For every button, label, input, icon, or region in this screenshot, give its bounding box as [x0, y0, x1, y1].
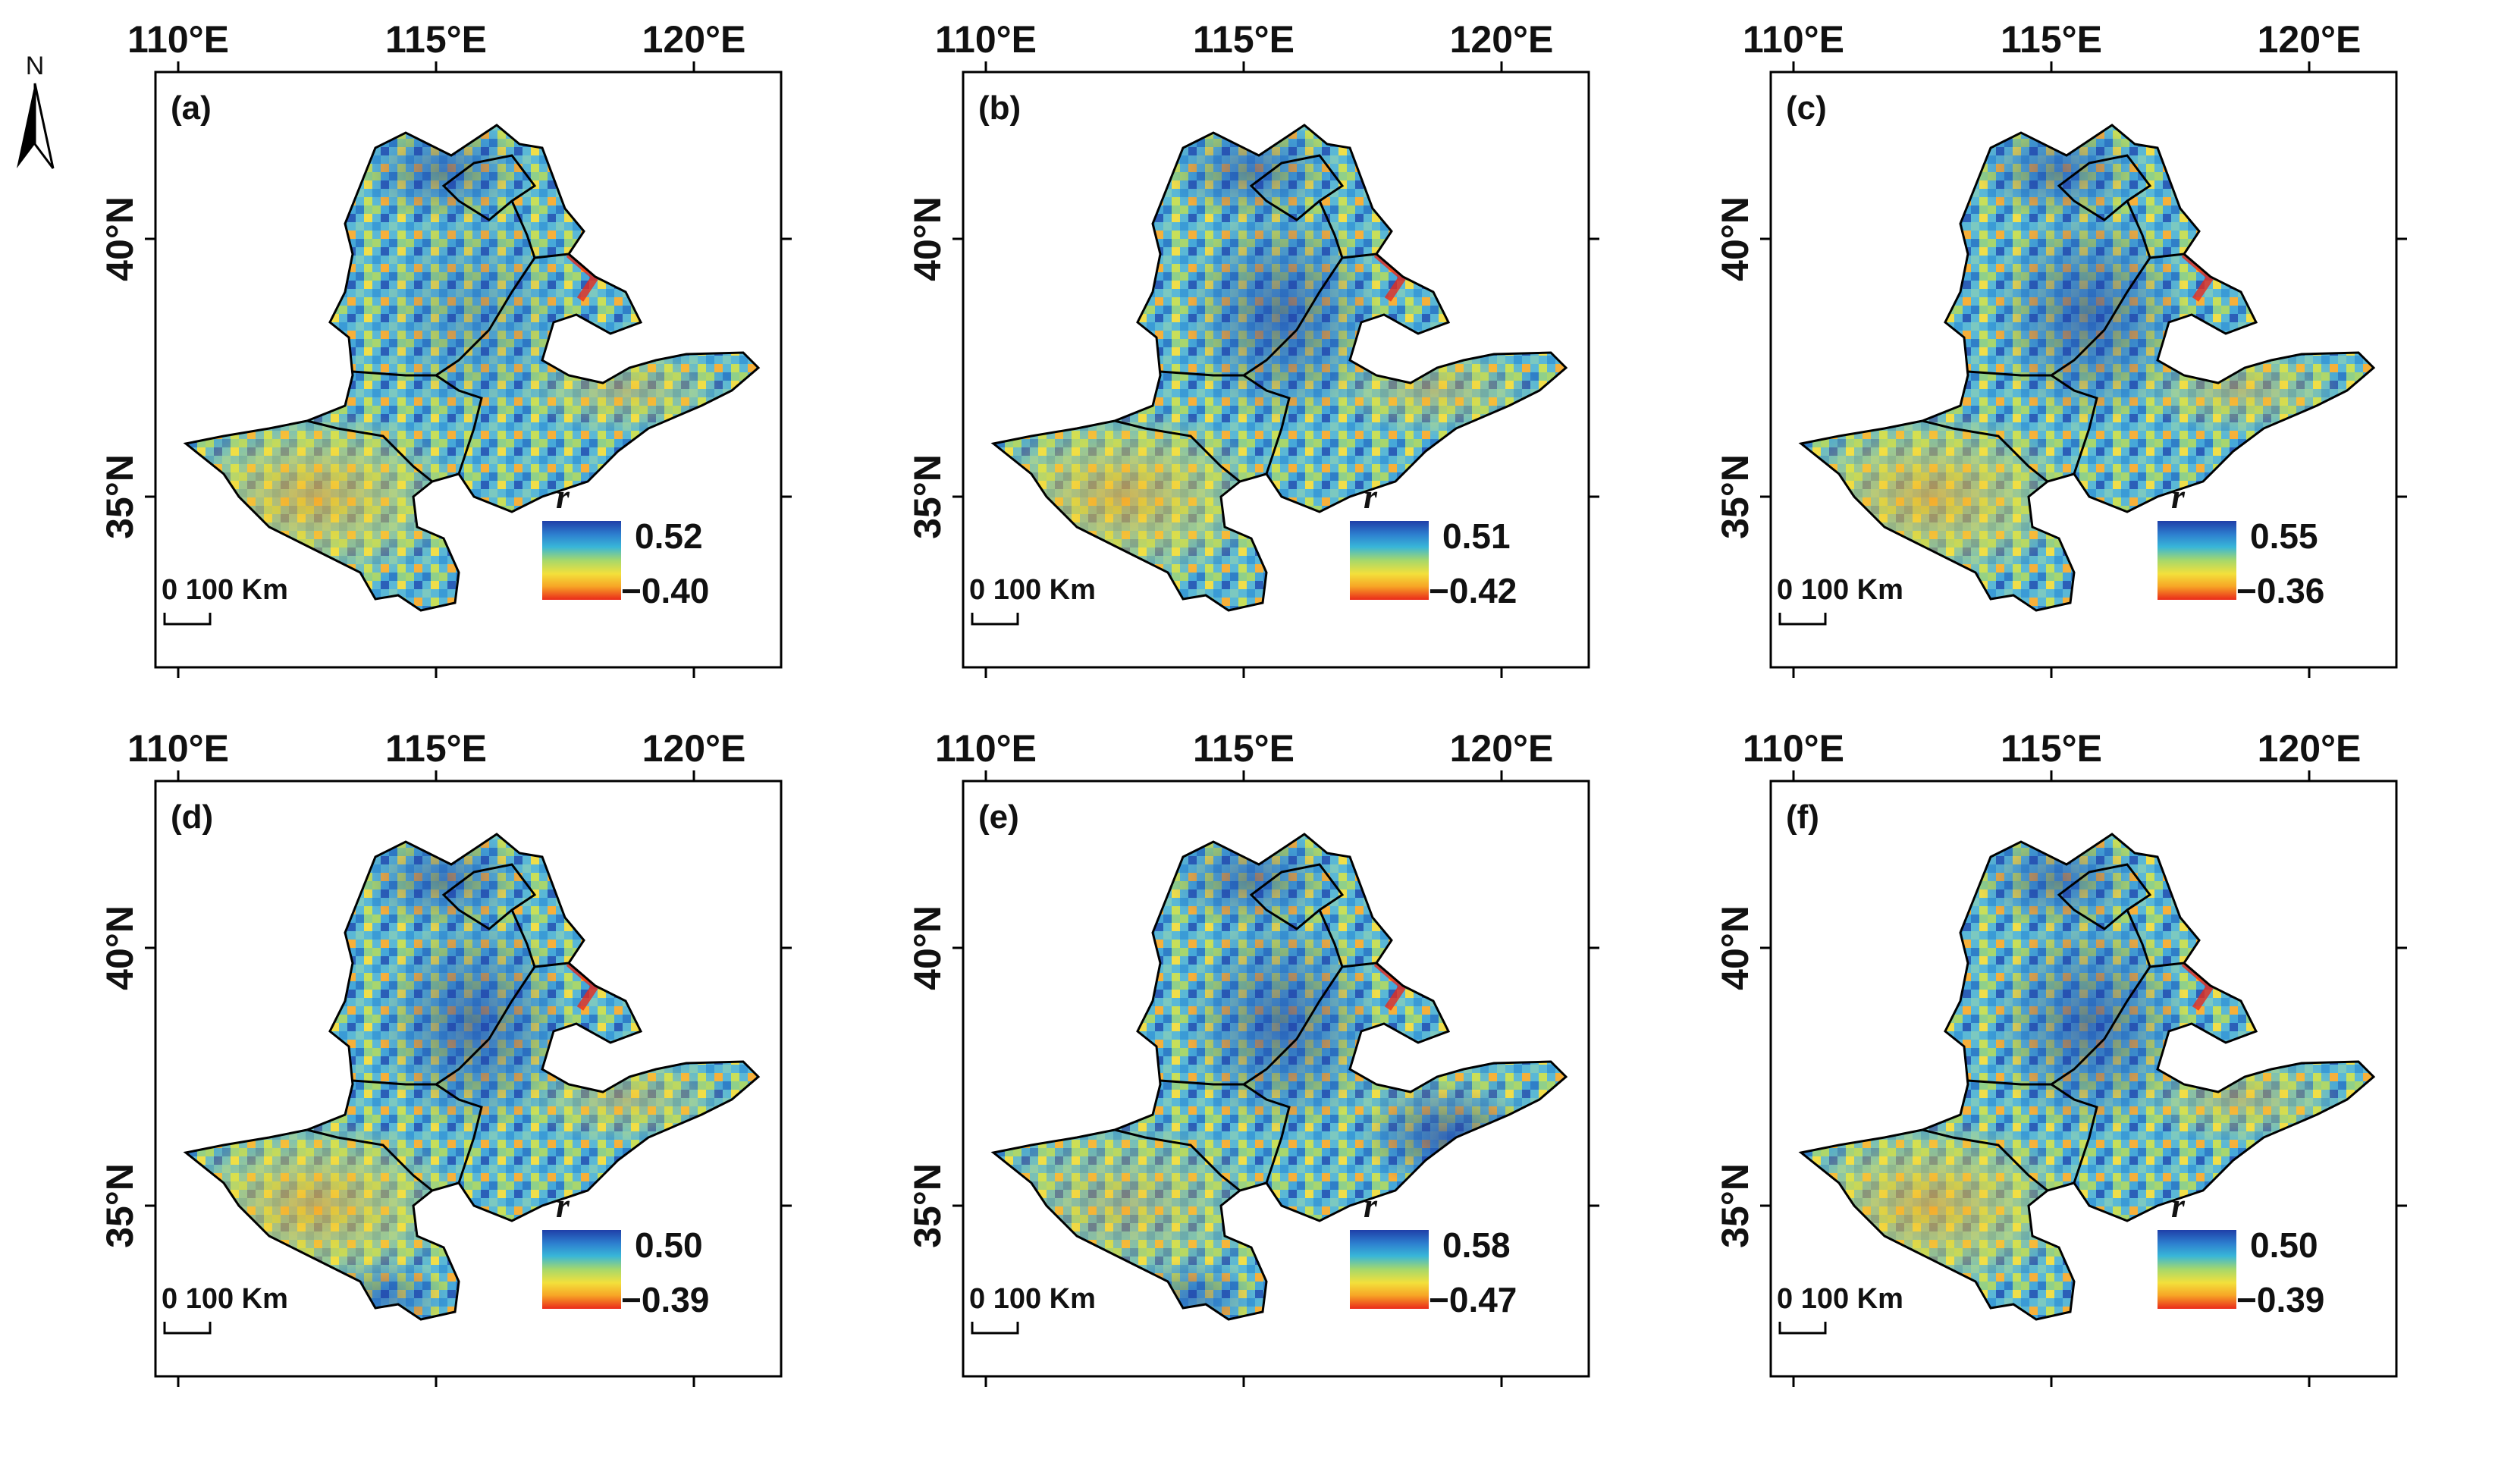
legend-max-value: 0.55	[2250, 516, 2318, 556]
legend-color-ramp	[1350, 521, 1429, 600]
lon-tick-label: 120°E	[642, 727, 746, 770]
lon-tick-label: 115°E	[385, 727, 487, 770]
legend-color-ramp	[542, 521, 621, 600]
lon-tick-label: 120°E	[2258, 18, 2362, 61]
lon-tick-label: 120°E	[642, 18, 746, 61]
scale-bar-label: 0 100 Km	[162, 574, 288, 606]
lat-tick-label: 40°N	[906, 196, 949, 281]
scale-bar-label: 0 100 Km	[1777, 574, 1903, 606]
lat-tick-label: 40°N	[906, 905, 949, 990]
legend-min-value: −0.42	[1429, 571, 1517, 610]
province-boundary	[2057, 154, 2152, 221]
map-panel: 110°E 115°E 120°E 40°N 35°N (e) 0 100 Km r 0.58 −…	[906, 727, 1599, 1387]
province-boundary	[1249, 863, 1345, 930]
lat-tick-label: 35°N	[99, 1163, 141, 1248]
scale-bar: 0 100 Km	[1777, 574, 1903, 626]
legend-min-value: −0.39	[621, 1280, 709, 1319]
province-boundary	[441, 863, 537, 930]
scale-bar: 0 100 Km	[969, 574, 1096, 626]
legend-title: r	[556, 1186, 570, 1225]
panel-label: (e)	[978, 798, 1019, 836]
province-boundary	[2057, 863, 2152, 930]
scale-bar: 0 100 Km	[969, 1283, 1096, 1335]
legend-color-ramp	[2158, 1230, 2236, 1309]
scale-bar: 0 100 Km	[162, 1283, 288, 1335]
lon-tick-label: 115°E	[1193, 18, 1295, 61]
color-legend: r 0.50 −0.39	[2158, 1186, 2324, 1319]
map-panel: 110°E 115°E 120°E 40°N 35°N (f) 0 100 Km r 0.50 −…	[1714, 727, 2407, 1387]
legend-min-value: −0.36	[2236, 571, 2324, 610]
lon-tick-label: 110°E	[127, 18, 229, 61]
scale-bar: 0 100 Km	[162, 574, 288, 626]
scale-bar-label: 0 100 Km	[969, 574, 1096, 606]
legend-max-value: 0.50	[635, 1225, 703, 1265]
lon-tick-label: 110°E	[1743, 727, 1844, 770]
lon-tick-label: 115°E	[2001, 18, 2102, 61]
legend-color-ramp	[1350, 1230, 1429, 1309]
lat-tick-label: 35°N	[906, 454, 949, 539]
legend-min-value: −0.47	[1429, 1280, 1517, 1319]
lon-tick-label: 120°E	[1450, 727, 1554, 770]
lon-tick-label: 115°E	[385, 18, 487, 61]
panel-label: (f)	[1786, 798, 1819, 836]
lon-tick-label: 110°E	[935, 18, 1037, 61]
legend-title: r	[1364, 1186, 1378, 1225]
province-boundary	[441, 154, 537, 221]
lon-tick-label: 120°E	[2258, 727, 2362, 770]
lat-tick-label: 35°N	[1714, 454, 1756, 539]
lon-tick-label: 110°E	[1743, 18, 1844, 61]
lat-tick-label: 40°N	[1714, 905, 1756, 990]
scale-bar-label: 0 100 Km	[969, 1283, 1096, 1315]
lat-tick-label: 35°N	[1714, 1163, 1756, 1248]
panel-label: (c)	[1786, 89, 1827, 127]
legend-max-value: 0.52	[635, 516, 703, 556]
legend-max-value: 0.50	[2250, 1225, 2318, 1265]
map-panel: 110°E 115°E 120°E 40°N 35°N (c) 0 100 Km r 0.55 −…	[1714, 18, 2407, 678]
legend-title: r	[2171, 477, 2186, 516]
lon-tick-label: 115°E	[1193, 727, 1295, 770]
lon-tick-label: 110°E	[127, 727, 229, 770]
north-label: N	[26, 52, 45, 80]
legend-min-value: −0.39	[2236, 1280, 2324, 1319]
north-arrow: N	[17, 52, 55, 169]
legend-min-value: −0.40	[621, 571, 709, 610]
scale-bar: 0 100 Km	[1777, 1283, 1903, 1335]
color-legend: r 0.51 −0.42	[1350, 477, 1517, 610]
color-legend: r 0.55 −0.36	[2158, 477, 2324, 610]
legend-color-ramp	[2158, 521, 2236, 600]
legend-max-value: 0.58	[1442, 1225, 1511, 1265]
lon-tick-label: 115°E	[2001, 727, 2102, 770]
lat-tick-label: 40°N	[99, 196, 141, 281]
map-panel: 110°E 115°E 120°E 40°N 35°N (a) 0 100 Km r 0.52 −…	[99, 18, 792, 678]
province-boundary	[1249, 154, 1345, 221]
scale-bar-label: 0 100 Km	[162, 1283, 288, 1315]
legend-title: r	[556, 477, 570, 516]
lon-tick-label: 120°E	[1450, 18, 1554, 61]
lat-tick-label: 35°N	[99, 454, 141, 539]
panel-label: (b)	[978, 89, 1021, 127]
legend-title: r	[2171, 1186, 2186, 1225]
scale-bar-label: 0 100 Km	[1777, 1283, 1903, 1315]
lat-tick-label: 40°N	[99, 905, 141, 990]
lon-tick-label: 110°E	[935, 727, 1037, 770]
north-arrow-icon	[17, 83, 35, 168]
color-legend: r 0.52 −0.40	[542, 477, 709, 610]
legend-color-ramp	[542, 1230, 621, 1309]
lat-tick-label: 40°N	[1714, 196, 1756, 281]
lat-tick-label: 35°N	[906, 1163, 949, 1248]
legend-max-value: 0.51	[1442, 516, 1511, 556]
color-legend: r 0.50 −0.39	[542, 1186, 709, 1319]
panel-label: (a)	[171, 89, 212, 127]
map-panel: 110°E 115°E 120°E 40°N 35°N (b) 0 100 Km r 0.51 −…	[906, 18, 1599, 678]
map-panel: 110°E 115°E 120°E 40°N 35°N (d) 0 100 Km r 0.50 −…	[99, 727, 792, 1387]
color-legend: r 0.58 −0.47	[1350, 1186, 1517, 1319]
panel-label: (d)	[171, 798, 213, 836]
legend-title: r	[1364, 477, 1378, 516]
